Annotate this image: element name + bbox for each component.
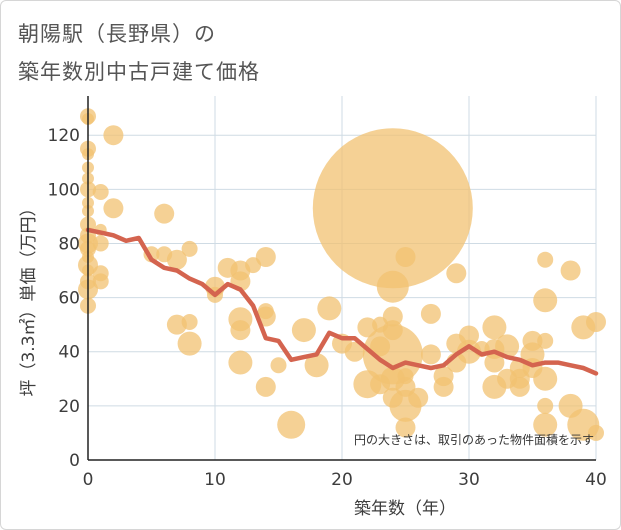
bubble-point — [420, 344, 441, 365]
x-tick-label: 40 — [585, 470, 607, 490]
bubble-point — [92, 184, 109, 201]
bubble-point — [420, 303, 441, 324]
x-tick-label: 0 — [83, 470, 94, 490]
x-tick-label: 30 — [458, 470, 480, 490]
chart-title-line2: 築年数別中古戸建て価格 — [18, 60, 260, 84]
bubble-point — [533, 288, 558, 313]
bubble-point — [304, 353, 329, 378]
bubble-point — [484, 352, 505, 373]
y-tick-label: 20 — [58, 397, 80, 417]
bubble-point — [509, 376, 530, 397]
y-tick-label: 0 — [69, 451, 80, 471]
bubble-point — [177, 331, 202, 356]
bubble-point — [537, 251, 554, 268]
bubbles — [78, 108, 606, 441]
bubble-point — [482, 315, 507, 340]
bubble-point — [154, 203, 175, 224]
bubble-point — [181, 313, 198, 330]
bubble-point — [357, 317, 378, 338]
y-tick-label: 120 — [48, 126, 80, 146]
bubble-point — [291, 318, 316, 343]
bubble-point — [376, 270, 409, 303]
bubble-point — [166, 249, 187, 270]
chart-title-line1: 朝陽駅（長野県）の — [18, 22, 216, 46]
bubble-point — [277, 410, 306, 439]
x-axis-label: 築年数（年） — [354, 499, 456, 519]
bubble-point — [560, 260, 581, 281]
bubble-point — [255, 376, 276, 397]
bubble-point — [344, 341, 365, 362]
y-tick-label: 100 — [48, 180, 80, 200]
y-axis-label: 坪（3.3㎡）単価（万円） — [19, 199, 39, 396]
y-tick-label: 80 — [58, 234, 80, 254]
bubble-point — [533, 366, 558, 391]
size-note: 円の大きさは、取引のあった物件面積を示す — [354, 432, 594, 447]
bubble-point — [103, 198, 124, 219]
bubble-point — [537, 332, 554, 349]
x-tick-label: 10 — [204, 470, 226, 490]
tick-labels: 0 20 40 60 80 100 120 0 10 20 30 40 — [48, 126, 607, 490]
bubble-point — [92, 273, 109, 290]
bubble-point — [92, 235, 109, 252]
average-price-line — [85, 227, 599, 376]
bubble-point — [103, 125, 124, 146]
bubble-point — [395, 246, 416, 267]
bubble-point — [408, 387, 429, 408]
bubble-point — [446, 263, 467, 284]
average-line-group — [85, 227, 599, 376]
y-tick-label: 60 — [58, 289, 80, 309]
bubble-point — [312, 128, 473, 289]
bubble-point — [317, 296, 342, 321]
y-tick-label: 40 — [58, 343, 80, 363]
bubble-point — [537, 397, 554, 414]
bubble-point — [588, 424, 604, 441]
bubble-point — [533, 412, 558, 437]
bubble-point — [166, 314, 187, 335]
bubble-point — [230, 320, 251, 341]
bubble-point — [459, 325, 479, 346]
axes — [87, 96, 596, 461]
bubble-point — [255, 246, 276, 267]
bubble-point — [228, 350, 253, 375]
bubble-point — [270, 357, 287, 374]
bubble-point — [433, 376, 454, 397]
x-tick-label: 20 — [331, 470, 353, 490]
bubble-point — [586, 311, 606, 332]
bubble-point — [395, 417, 416, 438]
bubble-point — [181, 240, 198, 257]
